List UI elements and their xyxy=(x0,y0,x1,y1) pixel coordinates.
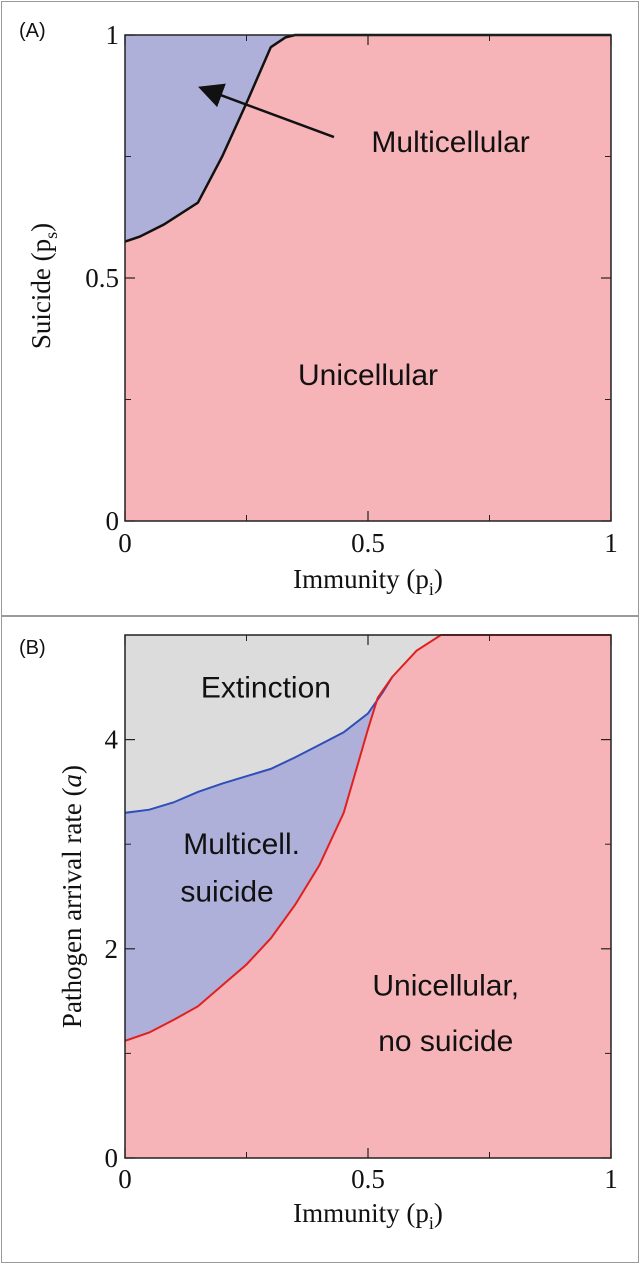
boundary-extinction-line xyxy=(124,676,394,814)
y-tick-label: 2 xyxy=(105,934,119,964)
y-tick-label: 0 xyxy=(105,1143,119,1173)
region-label-unicellular: Unicellular, xyxy=(372,969,519,1002)
x-tick-label: 0 xyxy=(118,528,132,558)
x-tick-label: 1 xyxy=(604,1164,618,1194)
panel-label: (B) xyxy=(19,637,46,659)
y-tick-label: 0 xyxy=(106,506,120,536)
panel-b: (B) 0 0.5 1 0 2 4 Immunity (pi) Pathogen arriva… xyxy=(1,616,639,1263)
x-tick-label: 0.5 xyxy=(351,1164,385,1194)
x-tick-label: 1 xyxy=(604,528,618,558)
x-tick-label: 0.5 xyxy=(351,528,385,558)
panel-label: (A) xyxy=(19,20,46,42)
x-tick-label: 0 xyxy=(118,1164,132,1194)
y-tick-label: 4 xyxy=(105,725,119,755)
boundary-unicellular-line xyxy=(124,634,611,1042)
x-axis-label: Immunity (pi) xyxy=(293,564,443,599)
y-axis-label: Suicide (ps) xyxy=(26,223,61,349)
chart-arrival-rate-vs-immunity: 0 0.5 1 0 2 4 Immunity (pi) Pathogen arrival ra… xyxy=(57,634,618,1233)
panel-a: (A) 0 0.5 1 0 0.5 1 Immunity (pi) Suicide (ps) M… xyxy=(1,1,639,616)
region-unicellular xyxy=(125,635,611,1158)
region-label-multicellular: Multicellular xyxy=(371,126,529,159)
region-label-multicell: Multicell. xyxy=(183,828,300,861)
y-axis-label: Pathogen arrival rate (a) xyxy=(57,765,87,1028)
region-multicellular xyxy=(125,35,611,242)
y-tick-label: 0.5 xyxy=(85,263,119,293)
y-tick-label: 1 xyxy=(106,20,120,50)
multicellular-arrow xyxy=(198,83,335,139)
region-label-unicellular: Unicellular xyxy=(298,359,438,392)
region-label-extinction: Extinction xyxy=(201,671,331,704)
region-label-suicide: suicide xyxy=(180,875,273,908)
boundary-line xyxy=(124,33,611,243)
x-axis-label: Immunity (pi) xyxy=(293,1198,443,1233)
region-label-no-suicide: no suicide xyxy=(378,1025,513,1058)
chart-suicide-vs-immunity: 0 0.5 1 0 0.5 1 Immunity (pi) Suicide (ps) Multi… xyxy=(26,20,618,599)
